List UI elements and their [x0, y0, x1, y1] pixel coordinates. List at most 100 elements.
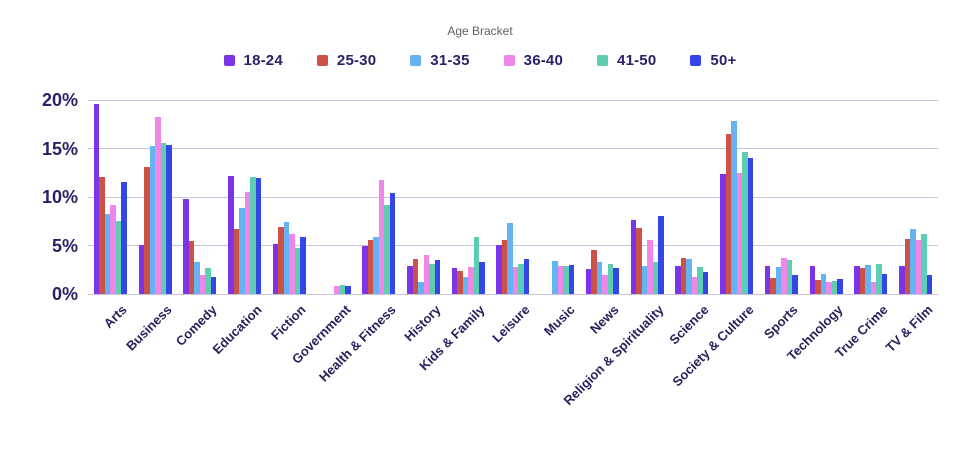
bar-41-50	[518, 263, 524, 294]
bar-41-50	[250, 176, 256, 294]
bar-18-24	[362, 245, 368, 294]
bar-18-24	[585, 268, 592, 294]
x-axis-label: Leisure	[489, 302, 533, 346]
bar-18-24	[720, 173, 726, 294]
bar-group-Fiction	[267, 100, 312, 294]
legend-item-50+[interactable]: 50+	[690, 52, 736, 69]
bar-36-40	[468, 266, 474, 294]
bar-41-50	[384, 204, 390, 294]
bar-31-35	[552, 261, 558, 294]
bar-36-40	[691, 276, 698, 294]
bar-18-24	[496, 244, 502, 294]
legend-swatch-icon	[223, 55, 235, 66]
bar-31-35	[775, 266, 782, 294]
bar-18-24	[228, 175, 234, 294]
bar-group-Sports	[759, 100, 804, 294]
bar-36-40	[647, 239, 653, 294]
bar-25-30	[770, 278, 776, 294]
bar-50+	[210, 276, 217, 294]
bar-31-35	[149, 145, 156, 294]
bar-31-35	[283, 222, 290, 294]
bar-25-30	[501, 239, 508, 294]
bar-group-TV & Film	[893, 100, 938, 294]
legend-label: 36-40	[523, 52, 564, 69]
bar-31-35	[194, 262, 200, 294]
legend-item-18-24[interactable]: 18-24	[223, 52, 283, 69]
legend-swatch-icon	[410, 55, 422, 66]
bar-50+	[166, 144, 172, 294]
bar-31-35	[910, 229, 916, 294]
bar-31-35	[507, 223, 513, 294]
legend-swatch-icon	[503, 55, 515, 66]
x-axis-label: TV & Film	[882, 302, 936, 355]
gridline	[88, 293, 938, 295]
x-axis-label: History	[400, 302, 444, 345]
legend: 18-24 25-30 31-35 36-40 41-50 50+	[0, 52, 960, 69]
bar-36-40	[736, 172, 743, 294]
y-axis-label: 5%	[51, 235, 78, 256]
bar-31-35	[731, 121, 737, 294]
bar-25-30	[233, 229, 240, 294]
bar-25-30	[636, 228, 642, 294]
bar-41-50	[831, 281, 838, 294]
bar-41-50	[786, 260, 793, 294]
gridline	[88, 148, 938, 149]
bar-25-30	[367, 239, 374, 294]
bar-group-Education	[222, 100, 267, 294]
bar-18-24	[630, 220, 637, 294]
bar-41-50	[294, 248, 301, 294]
bar-18-24	[272, 243, 279, 294]
bar-36-40	[602, 274, 608, 294]
legend-item-31-35[interactable]: 31-35	[410, 52, 469, 69]
bar-25-30	[680, 258, 687, 294]
bar-31-35	[686, 259, 692, 294]
legend-label: 41-50	[617, 52, 657, 69]
bar-50+	[434, 260, 441, 294]
x-axis-label: Business	[123, 302, 175, 354]
bar-50+	[613, 267, 619, 294]
bar-31-35	[373, 236, 379, 294]
gridline	[88, 245, 938, 246]
bar-36-40	[199, 274, 206, 294]
bar-31-35	[104, 214, 111, 294]
bar-25-30	[188, 240, 195, 294]
bar-41-50	[607, 263, 614, 294]
bar-18-24	[809, 265, 816, 294]
bar-group-Music	[535, 100, 580, 294]
bar-50+	[389, 193, 396, 294]
bar-25-30	[412, 259, 419, 294]
bar-41-50	[473, 236, 480, 294]
legend-item-36-40[interactable]: 36-40	[503, 52, 564, 69]
legend-item-25-30[interactable]: 25-30	[316, 52, 376, 69]
bar-31-35	[820, 273, 827, 294]
bar-50+	[121, 182, 127, 294]
y-axis-label: 0%	[51, 284, 78, 304]
bar-18-24	[675, 265, 681, 294]
bar-31-35	[462, 276, 469, 294]
bar-group-Government	[312, 100, 357, 294]
bar-50+	[881, 273, 888, 294]
bar-18-24	[183, 198, 189, 294]
legend-swatch-icon	[690, 55, 702, 66]
x-axis-label: Music	[540, 302, 578, 339]
bar-31-35	[418, 282, 424, 294]
bar-18-24	[138, 244, 145, 294]
bar-18-24	[407, 265, 413, 294]
bar-50+	[702, 271, 709, 294]
bar-25-30	[815, 280, 821, 294]
bar-50+	[747, 158, 754, 294]
bar-50+	[792, 274, 798, 294]
bar-group-Kids & Family	[446, 100, 491, 294]
bar-36-40	[557, 265, 564, 294]
bar-36-40	[155, 116, 161, 294]
bar-18-24	[93, 103, 100, 294]
bar-50+	[255, 177, 262, 294]
bar-group-History	[401, 100, 446, 294]
plot-area	[88, 99, 938, 295]
bar-group-Society & Culture	[714, 100, 759, 294]
legend-item-41-50[interactable]: 41-50	[597, 52, 656, 69]
bar-36-40	[826, 282, 832, 294]
bar-group-Comedy	[177, 100, 222, 294]
bar-25-30	[278, 227, 284, 294]
